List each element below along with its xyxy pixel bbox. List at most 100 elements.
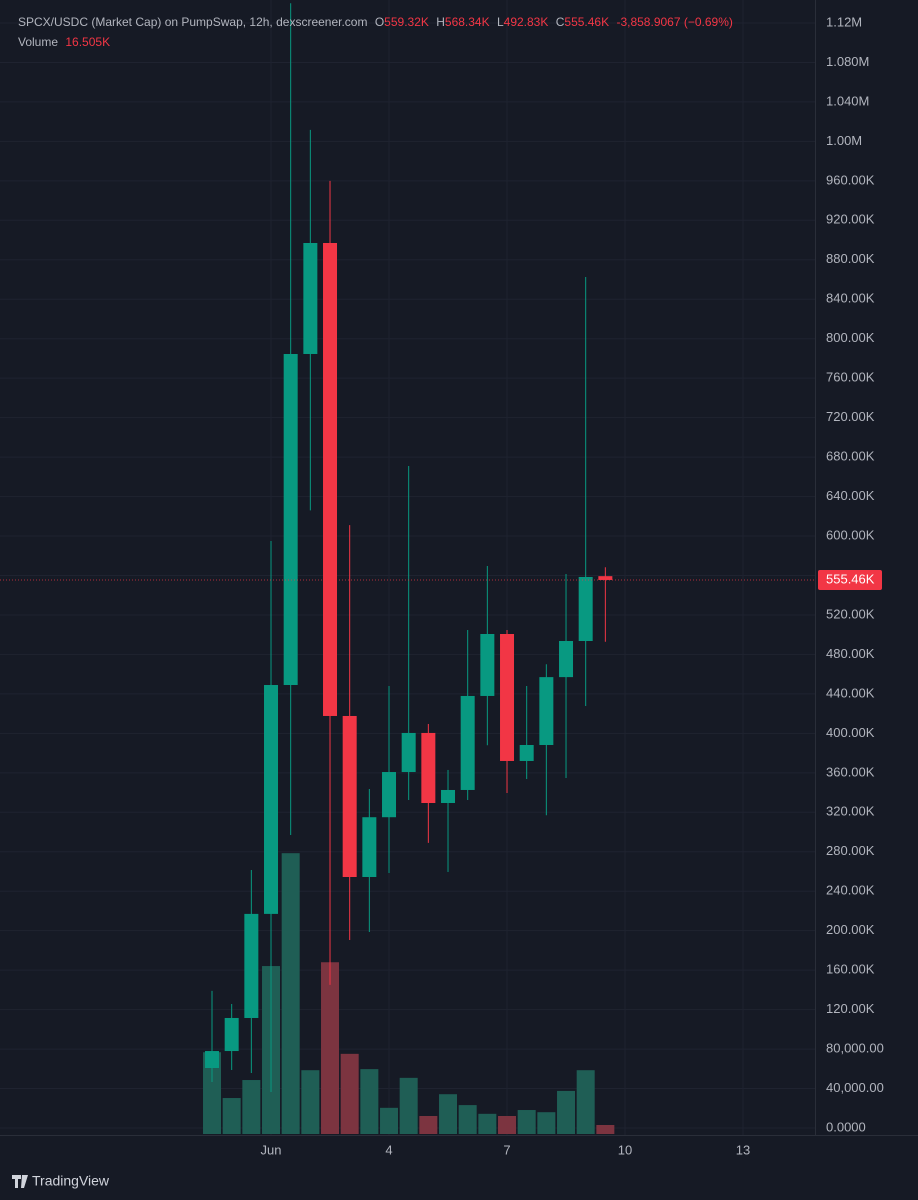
volume-bar <box>517 1110 536 1134</box>
candle-body <box>323 243 338 716</box>
volume-bar <box>380 1107 399 1134</box>
candle-body <box>342 715 357 878</box>
x-tick-label: 13 <box>736 1142 750 1157</box>
candle-body <box>401 732 416 773</box>
x-tick-label: 10 <box>618 1142 632 1157</box>
logo-icon <box>12 1175 28 1188</box>
volume-bar <box>399 1077 418 1134</box>
candle-body <box>205 1051 220 1069</box>
watermark: TradingView <box>12 1173 110 1189</box>
y-tick-label: 360.00K <box>826 764 875 779</box>
x-tick-label: 4 <box>385 1142 392 1157</box>
candle-body <box>539 677 554 745</box>
volume-bar <box>557 1090 576 1134</box>
legend: SPCX/USDC (Market Cap) on PumpSwap, 12h,… <box>18 15 733 49</box>
x-tick-label: Jun <box>261 1142 282 1157</box>
y-tick-label: 440.00K <box>826 685 875 700</box>
candle-body <box>519 744 534 761</box>
volume-bar <box>203 1052 222 1134</box>
x-tick-label: 7 <box>503 1142 510 1157</box>
y-tick-label: 680.00K <box>826 449 875 464</box>
ohlc-value: 492.83K <box>504 15 549 29</box>
volume-bar <box>340 1053 359 1134</box>
y-tick-label: 840.00K <box>826 291 875 306</box>
volume-label: Volume <box>18 35 58 49</box>
y-tick-label: 600.00K <box>826 527 875 542</box>
candle-body <box>382 772 397 818</box>
y-tick-label: 240.00K <box>826 883 875 898</box>
candle-body <box>224 1017 239 1052</box>
candle-body <box>578 576 593 642</box>
y-tick-label: 40,000.00 <box>826 1080 884 1095</box>
candle-body <box>480 633 495 696</box>
chart-title: SPCX/USDC (Market Cap) on PumpSwap, 12h,… <box>18 15 367 29</box>
ohlc-key: O <box>375 15 384 29</box>
ohlc-value: 568.34K <box>445 15 490 29</box>
y-tick-label: 720.00K <box>826 409 875 424</box>
candle-body <box>264 685 279 914</box>
volume-bar <box>419 1116 438 1134</box>
candle-body <box>244 913 259 1018</box>
volume-legend: Volume 16.505K <box>18 35 110 49</box>
ohlc-key: C <box>556 15 565 29</box>
candle-body <box>441 789 456 804</box>
ohlc-value: 559.32K <box>384 15 429 29</box>
y-tick-label: 1.040M <box>826 93 869 108</box>
volume-bar <box>321 962 340 1134</box>
candle-body <box>500 633 515 761</box>
volume-bar <box>576 1070 595 1134</box>
y-tick-label: 800.00K <box>826 330 875 345</box>
y-tick-label: 280.00K <box>826 843 875 858</box>
y-tick-label: 920.00K <box>826 212 875 227</box>
last-price-label: 555.46K <box>826 571 875 586</box>
y-tick-label: 120.00K <box>826 1001 875 1016</box>
volume-bar <box>498 1116 517 1134</box>
candle-body <box>460 695 475 790</box>
y-tick-label: 0.0000 <box>826 1119 866 1134</box>
change-label: -3,858.9067 (−0.69%) <box>616 15 732 29</box>
volume-bar <box>301 1070 320 1134</box>
volume-bar <box>596 1125 615 1134</box>
volume-bar <box>360 1069 379 1134</box>
y-tick-label: 480.00K <box>826 646 875 661</box>
y-tick-label: 1.00M <box>826 133 862 148</box>
y-tick-label: 1.12M <box>826 14 862 29</box>
grid <box>0 0 815 1135</box>
candle-body <box>421 732 436 804</box>
candle-body <box>303 243 318 354</box>
last-price-box <box>818 569 882 590</box>
axes: 0.0000 40,000.00 80,000.00 120.00K 160.00K 20… <box>261 14 884 1157</box>
candle-body <box>559 641 574 678</box>
y-tick-label: 80,000.00 <box>826 1041 884 1056</box>
volume-bar <box>222 1098 241 1134</box>
y-tick-label: 200.00K <box>826 922 875 937</box>
y-tick-label: 160.00K <box>826 962 875 977</box>
volume-pane <box>203 853 615 1134</box>
y-tick-label: 760.00K <box>826 370 875 385</box>
watermark-text: TradingView <box>32 1173 110 1189</box>
ohlc-key: L <box>497 15 504 29</box>
ohlc-value: 555.46K <box>564 15 609 29</box>
volume-bar <box>242 1080 261 1134</box>
candle-body <box>283 353 298 686</box>
y-tick-label: 520.00K <box>826 606 875 621</box>
volume-bar <box>439 1094 458 1134</box>
candles <box>0 3 815 1092</box>
volume-bar <box>458 1105 477 1134</box>
volume-bar <box>281 853 300 1134</box>
volume-bar <box>478 1113 497 1134</box>
y-tick-label: 960.00K <box>826 172 875 187</box>
candle-body <box>598 576 613 580</box>
y-tick-label: 640.00K <box>826 488 875 503</box>
volume-value: 16.505K <box>65 35 110 49</box>
y-tick-label: 320.00K <box>826 804 875 819</box>
candle-body <box>362 817 377 878</box>
ohlc-key: H <box>436 15 445 29</box>
y-tick-label: 1.080M <box>826 54 869 69</box>
y-tick-label: 400.00K <box>826 725 875 740</box>
legend-line: SPCX/USDC (Market Cap) on PumpSwap, 12h,… <box>18 15 733 29</box>
y-tick-label: 880.00K <box>826 251 875 266</box>
volume-bar <box>537 1112 556 1134</box>
